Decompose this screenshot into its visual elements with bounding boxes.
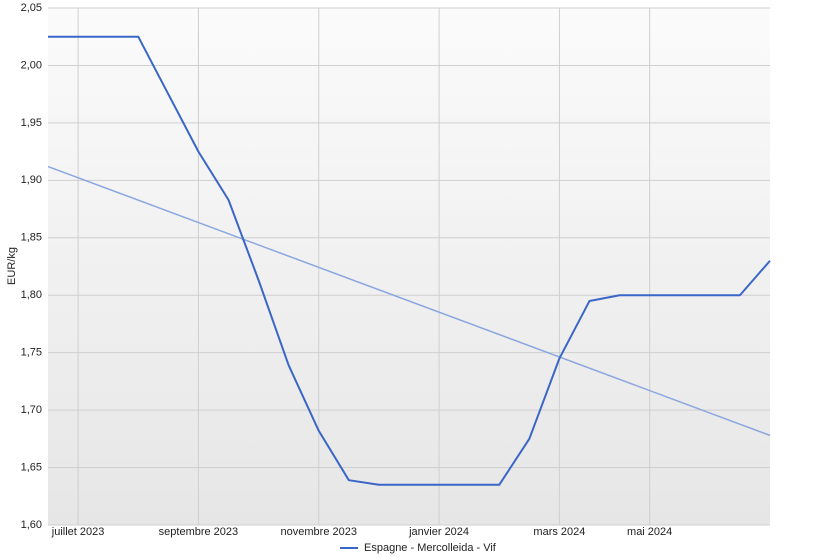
y-tick-label: 1,70 [21, 404, 42, 416]
x-tick-label: mai 2024 [627, 526, 672, 538]
y-tick-label: 1,85 [21, 232, 42, 244]
y-tick-label: 1,95 [21, 117, 42, 129]
x-tick-label: novembre 2023 [281, 526, 357, 538]
y-tick-label: 2,05 [21, 2, 42, 14]
y-tick-label: 2,00 [21, 59, 42, 71]
y-tick-label: 1,60 [21, 519, 42, 531]
trend-line [47, 165, 771, 437]
x-tick-label: juillet 2023 [51, 526, 105, 538]
x-tick-label: janvier 2024 [408, 526, 469, 538]
legend-label: Espagne - Mercolleida - Vif [364, 542, 497, 554]
plot-background [48, 8, 770, 525]
y-tick-label: 1,75 [21, 347, 42, 359]
x-tick-label: mars 2024 [533, 526, 585, 538]
y-tick-label: 1,65 [21, 461, 42, 473]
y-tick-label: 1,90 [21, 174, 42, 186]
y-tick-label: 1,80 [21, 289, 42, 301]
y-axis-label: EUR/kg [6, 247, 18, 285]
x-tick-label: septembre 2023 [159, 526, 239, 538]
series-line [48, 35, 771, 486]
